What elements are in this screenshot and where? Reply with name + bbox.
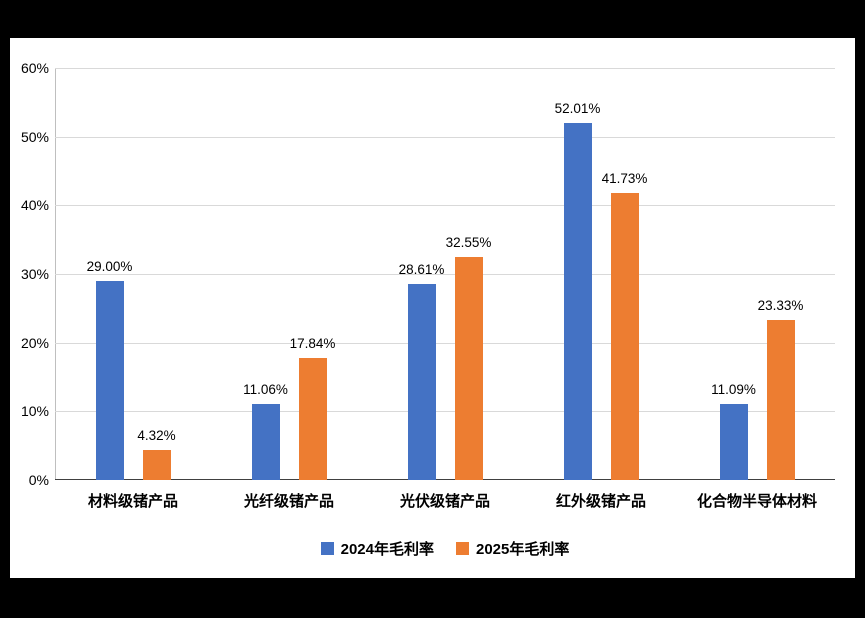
y-axis-tick-label: 40%: [20, 197, 49, 214]
legend-swatch-icon: [320, 542, 334, 555]
chart-panel: 0% 10% 20% 30% 40% 50% 60% 29.00% 4.32% 11.06% 17.…: [10, 38, 855, 578]
bar-value-label: 11.09%: [711, 381, 756, 397]
gridline: [55, 68, 835, 69]
bar-series-0-category-0: [95, 280, 124, 480]
legend: 2024年毛利率 2025年毛利率: [55, 538, 835, 559]
x-axis-line: [55, 479, 835, 480]
legend-label: 2024年毛利率: [340, 541, 434, 558]
bar-value-label: 17.84%: [289, 335, 336, 351]
bar-series-1-category-4: [766, 319, 795, 480]
legend-item: 2024年毛利率: [320, 538, 434, 559]
bar-series-1-category-2: [454, 256, 483, 480]
x-category-label: 光伏级锗产品: [399, 493, 490, 510]
x-axis-labels: 材料级锗产品 光纤级锗产品 光伏级锗产品 红外级锗产品 化合物半导体材料: [55, 490, 835, 512]
y-axis-tick-label: 0%: [28, 472, 49, 488]
gridline: [55, 342, 835, 344]
bar-series-0-category-2: [407, 283, 436, 480]
x-category-label: 红外级锗产品: [555, 493, 646, 510]
bar-value-label: 23.33%: [757, 297, 804, 313]
legend-item: 2025年毛利率: [456, 538, 569, 559]
bar-series-1-category-1: [298, 357, 327, 480]
bar-value-label: 32.55%: [445, 234, 492, 250]
plot-area: 0% 10% 20% 30% 40% 50% 60% 29.00% 4.32% 11.06% 17.…: [21, 60, 835, 488]
y-axis-tick-label: 30%: [20, 266, 49, 282]
bar-value-label: 29.00%: [86, 258, 133, 274]
x-category-label: 光纤级锗产品: [243, 493, 334, 510]
gridline: [55, 136, 835, 138]
x-category-label: 化合物半导体材料: [696, 493, 817, 510]
bar-series-1-category-3: [610, 193, 639, 480]
gridline: [55, 411, 835, 413]
y-axis-tick-label: 20%: [20, 334, 49, 351]
bar-value-label: 28.61%: [398, 261, 445, 277]
gridline: [55, 274, 835, 275]
bar-value-label: 52.01%: [554, 100, 601, 116]
y-axis-tick-label: 10%: [20, 403, 49, 420]
bar-series-1-category-0: [142, 450, 171, 480]
gridline: [55, 205, 835, 207]
bar-value-label: 4.32%: [137, 428, 176, 444]
legend-swatch-icon: [456, 542, 469, 555]
bar-value-label: 11.06%: [243, 382, 288, 398]
legend-label: 2025年毛利率: [476, 541, 570, 558]
x-category-label: 材料级锗产品: [87, 493, 178, 510]
bar-series-0-category-1: [251, 404, 280, 480]
y-axis-tick-label: 50%: [20, 128, 49, 145]
bar-series-0-category-4: [719, 403, 748, 480]
y-axis-tick-label: 60%: [20, 60, 49, 76]
bar-value-label: 41.73%: [601, 171, 648, 187]
bar-series-0-category-3: [563, 122, 592, 480]
